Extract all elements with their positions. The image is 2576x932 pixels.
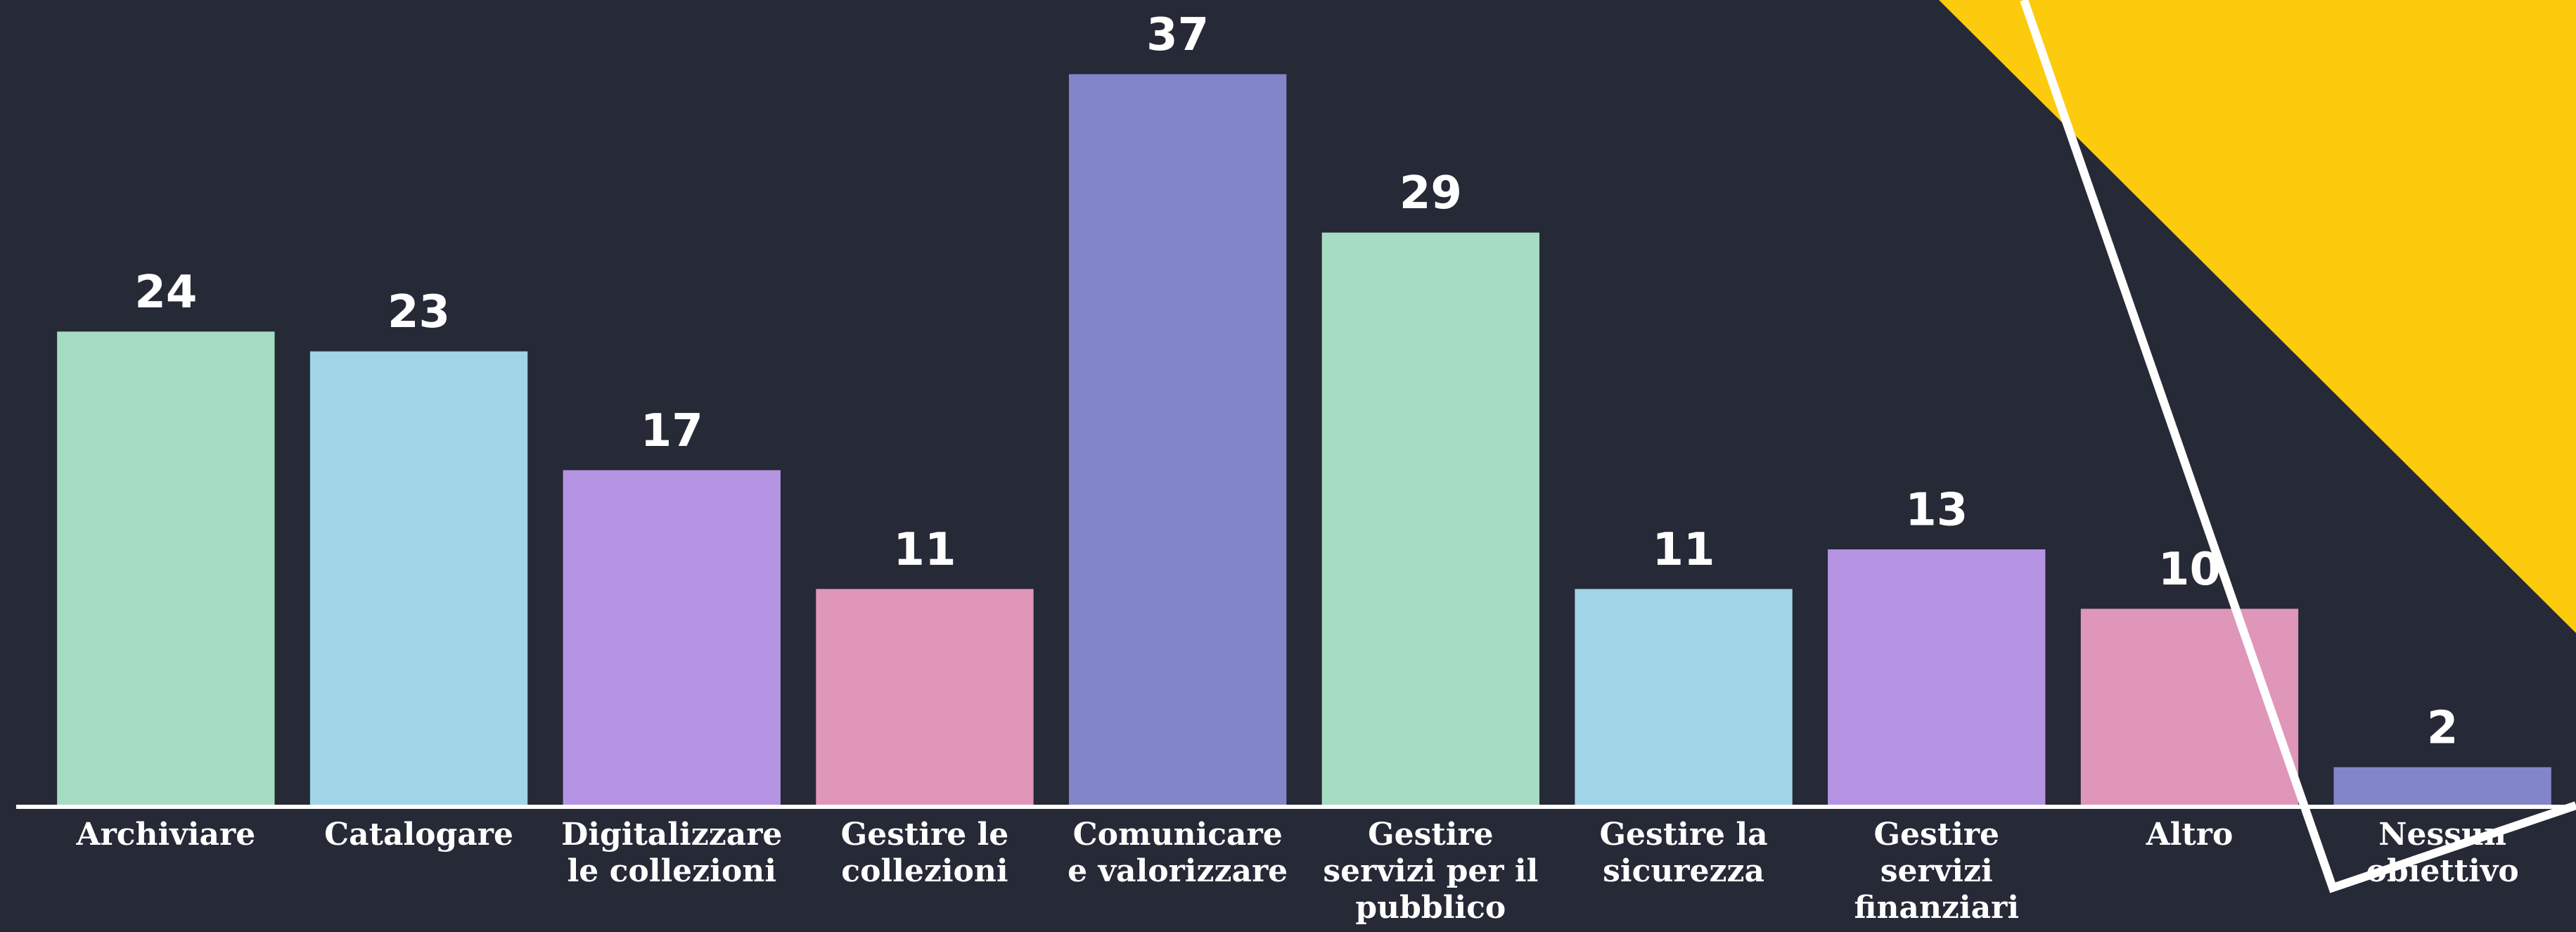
- decor-line: [2020, 0, 2576, 893]
- x-tick-label: Catalogare: [324, 817, 513, 853]
- bar: [1068, 74, 1287, 807]
- bar: [1828, 549, 2046, 807]
- value-label: 29: [1399, 167, 1462, 219]
- value-label: 24: [134, 267, 197, 319]
- value-label: 13: [1905, 485, 1968, 537]
- value-label: 11: [893, 524, 956, 576]
- x-tick-label: Comunicare e valorizzare: [1068, 817, 1288, 889]
- x-tick-label: Archiviare: [75, 817, 255, 853]
- bar: [1575, 589, 1793, 807]
- bar: [1321, 232, 1540, 807]
- value-label: 17: [641, 405, 703, 457]
- x-tick-label: Gestire servizi finanziari: [1854, 817, 2019, 926]
- value-label: 23: [387, 286, 450, 338]
- bar: [2333, 767, 2551, 807]
- bar: [2080, 608, 2299, 807]
- x-tick-label: Gestire servizi per il pubblico: [1323, 817, 1538, 926]
- decor-triangle: [1939, 0, 2576, 633]
- x-tick-label: Altro: [2146, 817, 2234, 853]
- bar: [563, 470, 781, 807]
- x-tick-label: Gestire la sicurezza: [1599, 817, 1767, 889]
- bar: [57, 331, 275, 807]
- value-label: 37: [1146, 9, 1209, 61]
- bar: [816, 589, 1034, 807]
- x-tick-label: Gestire le collezioni: [841, 817, 1009, 889]
- plot: 24 Archiviare 23 Catalogare 17 Digitalizzare l…: [16, 9, 2576, 926]
- bar: [309, 351, 528, 807]
- value-label: 11: [1653, 524, 1715, 576]
- value-label: 10: [2158, 544, 2221, 596]
- value-label: 2: [2427, 702, 2459, 754]
- x-tick-label: Digitalizzare le collezioni: [561, 817, 782, 889]
